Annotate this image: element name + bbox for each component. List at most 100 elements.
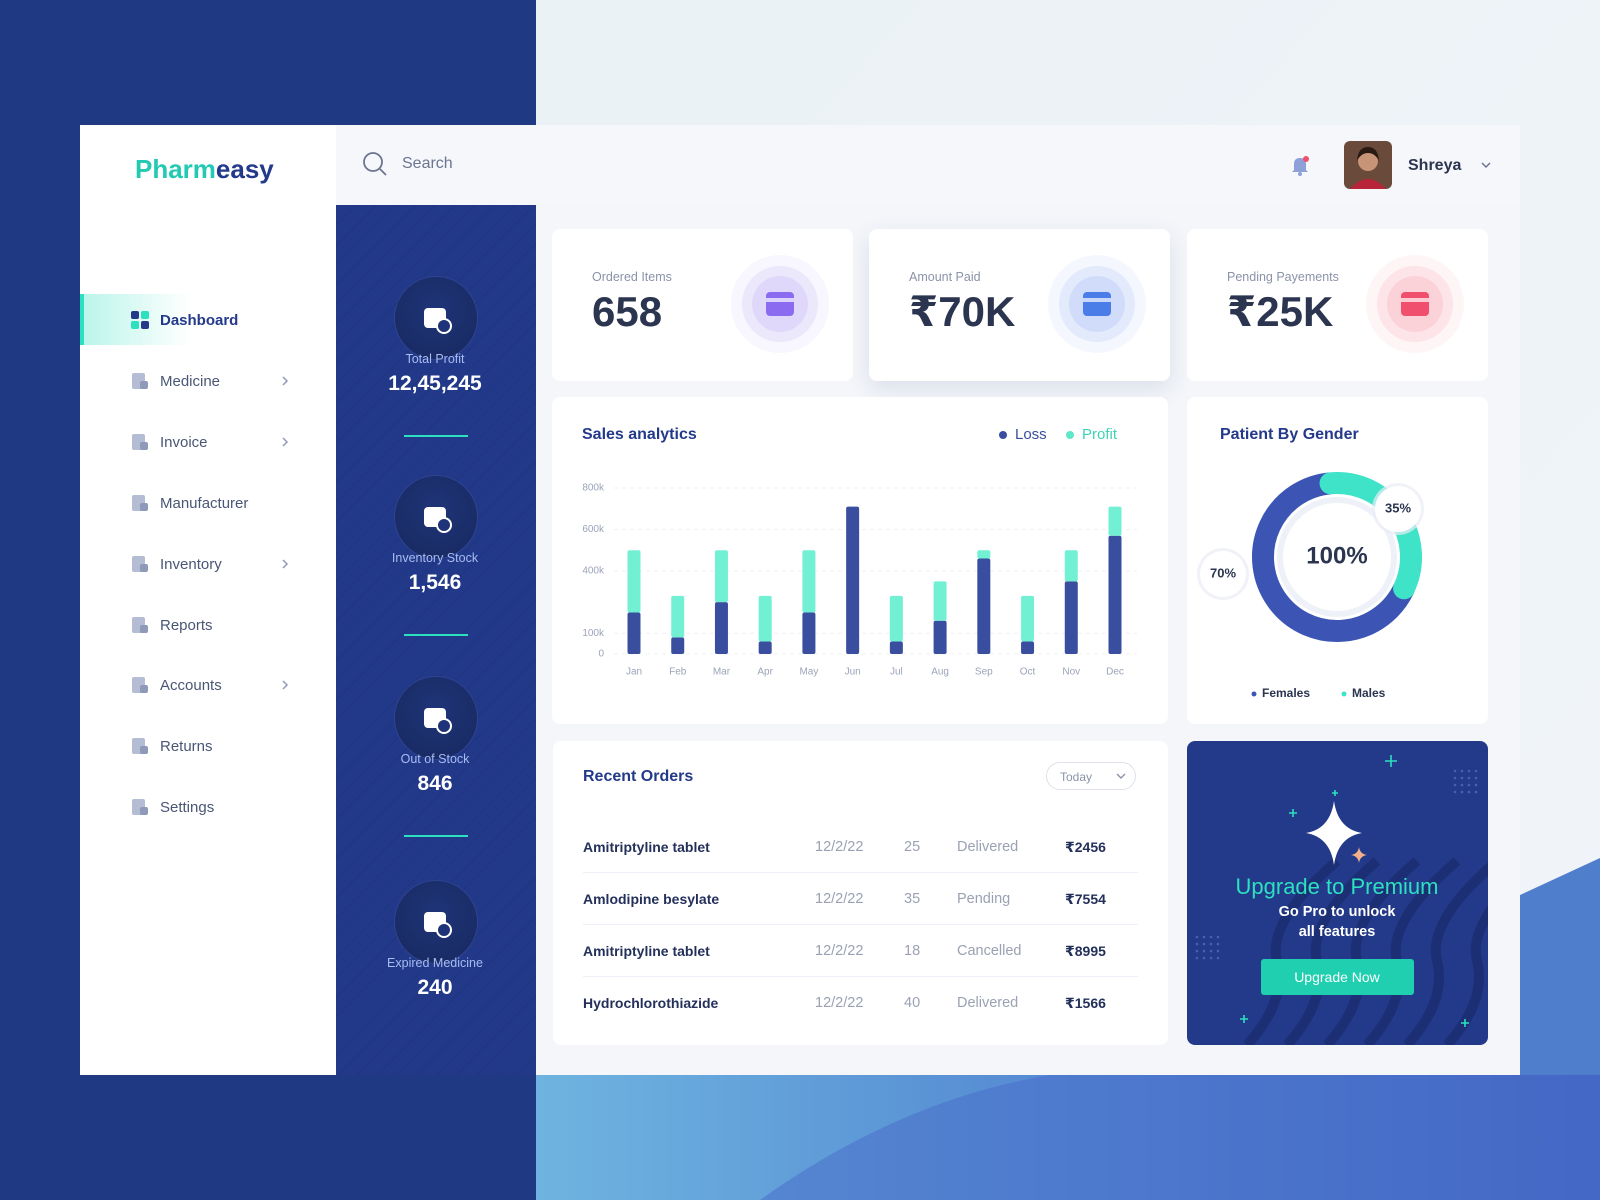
icon-shape — [1358, 151, 1378, 171]
filter-label: Today — [1060, 770, 1093, 784]
summary-label: Inventory Stock — [391, 551, 479, 565]
bar — [1021, 595, 1035, 642]
chevron — [1116, 773, 1126, 779]
sparkle — [1289, 809, 1297, 817]
donut-arc — [1252, 472, 1415, 642]
donut-center-label: 100% — [1306, 542, 1367, 569]
icon-part — [140, 502, 148, 511]
icon-part — [140, 624, 148, 633]
legend-label: Females — [1262, 686, 1310, 700]
icon-part — [140, 685, 148, 694]
icon-part — [140, 441, 148, 450]
top-bar — [336, 125, 1520, 206]
dot — [1216, 935, 1220, 939]
bar — [889, 641, 903, 654]
upgrade-button[interactable]: Upgrade Now — [1261, 959, 1414, 995]
stat-card: Amount Paid ₹70K — [869, 229, 1170, 381]
order-cell: Amitriptyline tablet — [583, 839, 710, 855]
chevron — [282, 376, 289, 386]
x-tick-label: Sep — [975, 667, 993, 678]
nav-item[interactable]: Returns — [120, 728, 300, 764]
sparkle — [1461, 1019, 1469, 1027]
order-cell: Amitriptyline tablet — [583, 943, 710, 959]
sidebar — [80, 125, 336, 1075]
bar — [1108, 535, 1122, 654]
filter-dropdown[interactable]: Today — [1046, 762, 1136, 790]
dot — [1202, 949, 1206, 953]
dot — [1209, 935, 1213, 939]
bar — [758, 641, 772, 654]
nav-item[interactable]: Settings — [120, 789, 300, 825]
summary-icon — [395, 277, 477, 359]
legend-dot — [1251, 691, 1257, 697]
dot — [1460, 783, 1464, 787]
icon-shape — [1303, 156, 1309, 162]
chevron — [282, 680, 289, 690]
legend-dot — [999, 431, 1007, 439]
notification-bell[interactable] — [1288, 153, 1312, 177]
icon-part — [140, 380, 148, 389]
dot — [1453, 783, 1457, 787]
dot — [1460, 776, 1464, 780]
dot — [1453, 790, 1457, 794]
wave — [1443, 905, 1488, 1045]
sparkle — [1332, 790, 1338, 796]
stat-icon — [1048, 255, 1146, 353]
nav-label: Dashboard — [160, 312, 239, 329]
dot — [1216, 956, 1220, 960]
order-cell: 18 — [904, 943, 921, 959]
user-menu[interactable]: Shreya — [1344, 141, 1544, 189]
nav-chevron — [282, 437, 289, 447]
y-tick-label: 800k — [582, 483, 605, 494]
logo-part: Pharm — [135, 154, 216, 184]
order-cell: 12/2/22 — [815, 891, 864, 907]
nav-label: Inventory — [160, 555, 222, 573]
legend-dot — [1066, 431, 1074, 439]
badge — [1200, 551, 1246, 597]
dot — [1460, 769, 1464, 773]
nav-item[interactable]: Accounts — [120, 667, 300, 703]
bg-shape — [760, 1075, 1600, 1200]
icon-part — [140, 746, 148, 755]
stat-card: Pending Payements ₹25K — [1187, 229, 1488, 381]
bar — [714, 550, 728, 603]
icon-glyph — [1083, 292, 1111, 316]
row-divider — [583, 976, 1138, 977]
order-cell: 12/2/22 — [815, 943, 864, 959]
icon-glyph — [1401, 292, 1429, 316]
nav-item[interactable]: Medicine — [120, 363, 300, 399]
nav-item[interactable]: Dashboard — [120, 302, 300, 338]
nav-icon — [132, 738, 148, 755]
icon-shape — [1298, 172, 1302, 176]
summary-glyph — [424, 912, 452, 938]
nav-item[interactable]: Invoice — [120, 424, 300, 460]
stat-icon — [1366, 255, 1464, 353]
dot — [1209, 949, 1213, 953]
order-cell: 25 — [904, 839, 921, 855]
nav-item[interactable]: Manufacturer — [120, 485, 300, 521]
dot — [1453, 776, 1457, 780]
glyph-part — [436, 718, 452, 734]
dot — [1195, 942, 1199, 946]
x-tick-label: Oct — [1020, 667, 1036, 678]
bar — [1108, 506, 1122, 536]
nav-label: Medicine — [160, 372, 221, 390]
nav-item[interactable]: Inventory — [120, 546, 300, 582]
nav-item[interactable]: Reports — [120, 607, 300, 643]
dot — [1467, 776, 1471, 780]
x-tick-label: Jun — [845, 667, 861, 678]
summary-icon — [395, 476, 477, 558]
summary-glyph — [424, 708, 452, 734]
icon-shape — [1357, 147, 1379, 161]
order-cell: ₹8995 — [1065, 943, 1106, 959]
sales-card: Sales analytics Loss Profit 0 100k 400k 600k 80… — [552, 397, 1168, 724]
order-cell: ₹7554 — [1065, 891, 1106, 907]
legend-label: Males — [1352, 686, 1386, 700]
legend-label: Profit — [1082, 426, 1118, 443]
logo: Pharmeasy — [135, 156, 274, 182]
search-box[interactable]: Search — [362, 150, 662, 178]
stat-label: Ordered Items — [592, 270, 672, 284]
y-tick-label: 0 — [598, 649, 604, 660]
nav-label: Settings — [160, 799, 215, 817]
